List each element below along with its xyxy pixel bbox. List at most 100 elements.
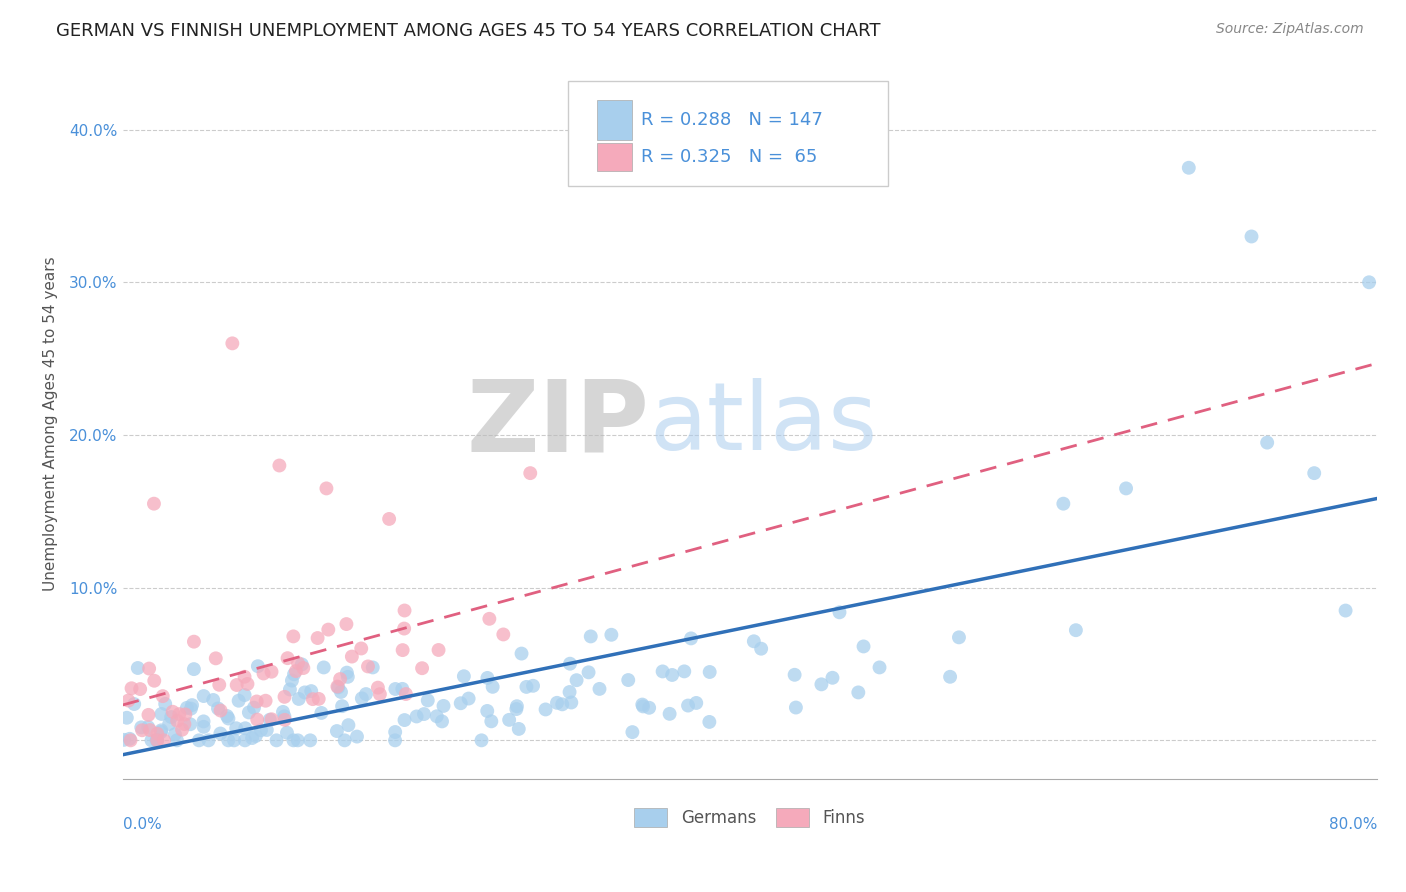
Point	[145, 733, 167, 747]
Point	[457, 691, 479, 706]
Point	[394, 713, 416, 727]
Point	[115, 711, 138, 725]
Point	[558, 685, 581, 699]
Point	[222, 733, 245, 747]
Point	[127, 661, 149, 675]
Point	[292, 661, 315, 675]
Point	[658, 706, 681, 721]
Point	[685, 696, 707, 710]
Point	[405, 709, 427, 723]
Point	[121, 681, 143, 696]
Point	[498, 713, 520, 727]
Point	[1358, 275, 1381, 289]
Point	[146, 733, 169, 747]
Point	[157, 717, 180, 731]
Text: atlas: atlas	[650, 377, 877, 469]
Point	[260, 665, 283, 679]
Point	[259, 713, 281, 727]
Point	[430, 714, 453, 729]
Point	[169, 707, 191, 722]
Point	[204, 651, 226, 665]
Point	[391, 643, 413, 657]
Point	[299, 684, 322, 698]
Point	[749, 641, 772, 656]
Point	[281, 673, 304, 688]
Point	[492, 627, 515, 641]
Point	[411, 661, 433, 675]
Point	[274, 713, 297, 727]
Point	[337, 718, 360, 732]
Point	[225, 721, 247, 735]
Point	[150, 706, 173, 721]
Point	[120, 733, 142, 747]
Point	[277, 651, 299, 665]
Point	[271, 705, 294, 719]
Point	[129, 682, 152, 697]
Legend: Germans, Finns: Germans, Finns	[627, 802, 872, 834]
Point	[631, 699, 654, 714]
Point	[579, 629, 602, 643]
Point	[426, 709, 449, 723]
Point	[246, 694, 269, 708]
Point	[273, 690, 295, 704]
Point	[150, 725, 173, 739]
Point	[278, 682, 301, 697]
Point	[179, 717, 201, 731]
Point	[117, 693, 139, 707]
Point	[350, 691, 373, 706]
Point	[215, 709, 238, 723]
Point	[534, 702, 557, 716]
Point	[308, 692, 330, 706]
Point	[138, 661, 160, 675]
Point	[506, 699, 529, 714]
Point	[217, 733, 239, 747]
Point	[336, 665, 359, 680]
Point	[225, 678, 247, 692]
Point	[139, 723, 162, 737]
Point	[600, 628, 623, 642]
Y-axis label: Unemployment Among Ages 45 to 54 years: Unemployment Among Ages 45 to 54 years	[44, 256, 58, 591]
FancyBboxPatch shape	[596, 143, 631, 171]
Point	[118, 731, 141, 746]
Point	[122, 697, 145, 711]
Point	[150, 723, 173, 738]
Point	[679, 632, 702, 646]
Point	[143, 673, 166, 688]
Point	[560, 696, 582, 710]
Point	[129, 720, 152, 734]
Point	[661, 668, 683, 682]
Point	[181, 698, 204, 712]
Point	[828, 605, 851, 619]
Point	[173, 717, 195, 731]
Point	[141, 733, 163, 747]
Point	[312, 660, 335, 674]
Point	[676, 698, 699, 713]
Point	[783, 667, 806, 681]
Text: 80.0%: 80.0%	[1329, 817, 1376, 832]
Point	[479, 714, 502, 729]
Point	[1334, 603, 1357, 617]
Point	[852, 640, 875, 654]
Point	[138, 707, 160, 722]
Point	[477, 671, 499, 685]
Point	[217, 712, 239, 726]
Point	[869, 660, 891, 674]
Point	[368, 687, 391, 701]
Point	[315, 482, 337, 496]
Point	[288, 692, 311, 706]
Point	[142, 497, 165, 511]
Point	[163, 727, 186, 741]
Text: GERMAN VS FINNISH UNEMPLOYMENT AMONG AGES 45 TO 54 YEARS CORRELATION CHART: GERMAN VS FINNISH UNEMPLOYMENT AMONG AGE…	[56, 22, 880, 40]
Point	[174, 707, 197, 722]
Point	[183, 634, 205, 648]
Point	[1064, 623, 1087, 637]
Point	[252, 666, 274, 681]
Point	[287, 733, 309, 747]
Point	[565, 673, 588, 688]
Text: ZIP: ZIP	[467, 375, 650, 472]
Point	[395, 687, 418, 701]
Point	[346, 730, 368, 744]
Point	[166, 714, 188, 728]
Point	[330, 699, 353, 714]
Point	[329, 672, 352, 686]
